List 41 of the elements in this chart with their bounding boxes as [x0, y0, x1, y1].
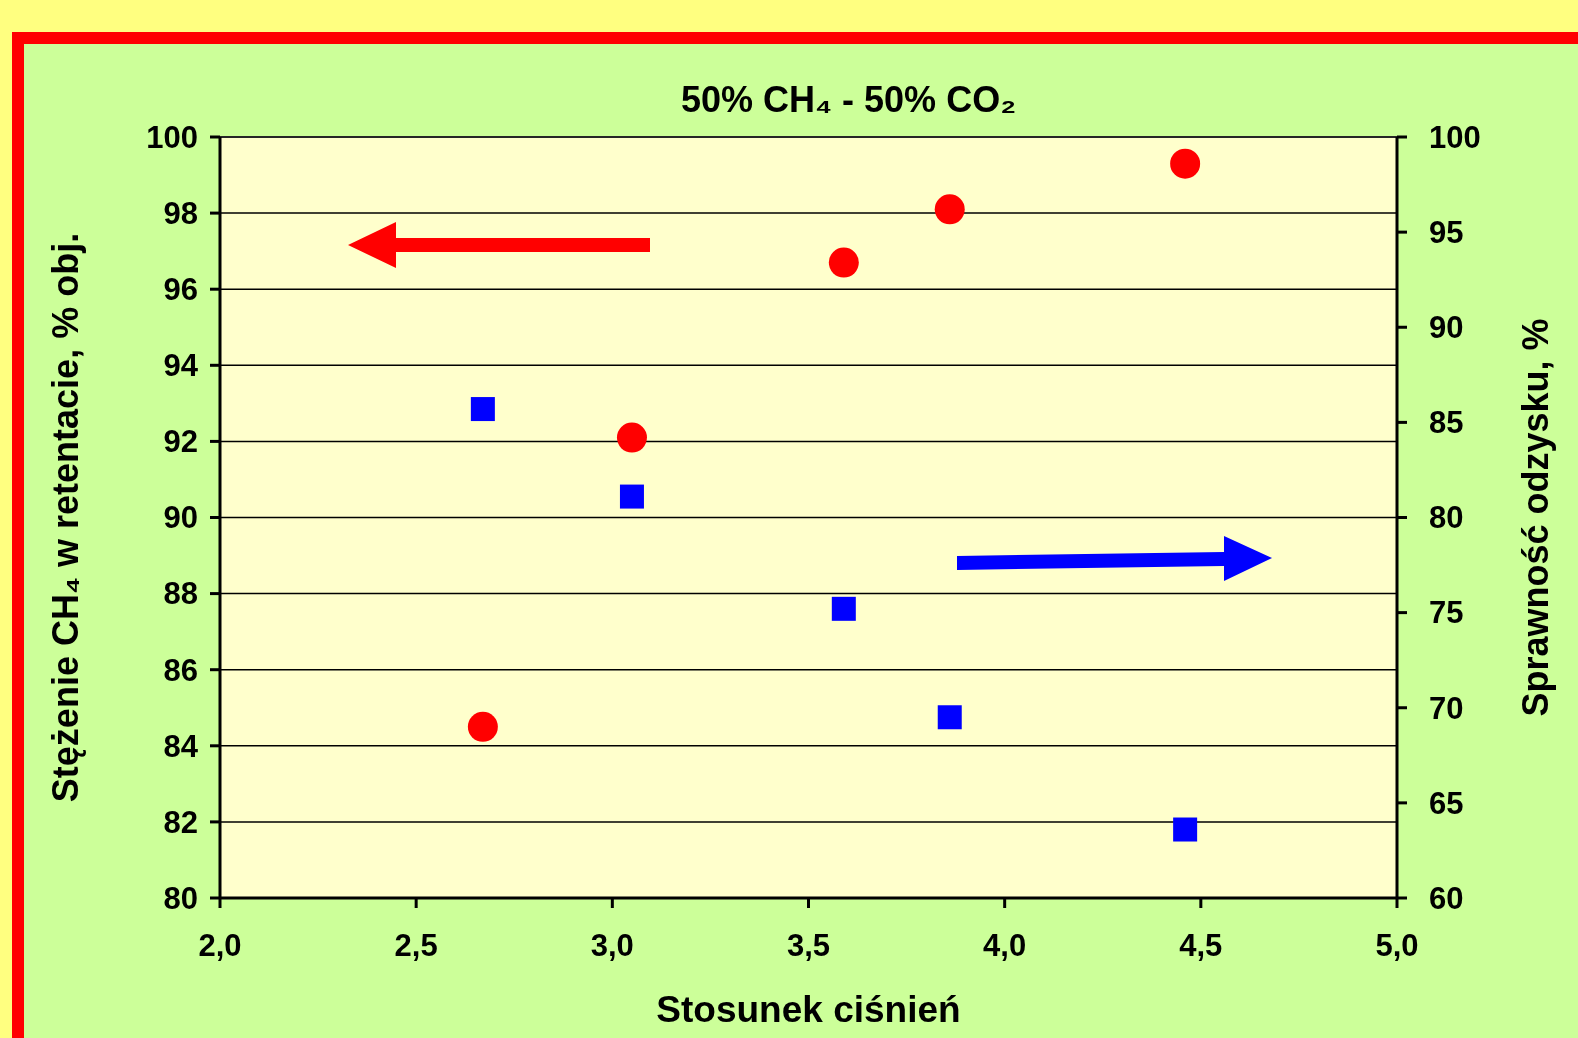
- y2-tick-label: 70: [1429, 690, 1464, 726]
- y-tick-label: 96: [163, 272, 198, 308]
- y-tick-label: 94: [163, 348, 199, 384]
- point: [828, 247, 859, 278]
- point: [619, 484, 644, 509]
- y-tick-label: 88: [163, 576, 198, 612]
- y-tick-label: 100: [146, 119, 198, 155]
- x-axis-title: Stosunek ciśnień: [656, 989, 961, 1030]
- y-tick-label: 90: [163, 500, 198, 536]
- y-axis-title: Stężenie CH₄ w retentacie, % obj.: [45, 232, 86, 803]
- y-tick-label: 82: [163, 804, 198, 840]
- x-tick-label: 4,0: [983, 928, 1027, 963]
- point: [467, 711, 498, 742]
- y-tick-label: 80: [163, 880, 198, 916]
- y-tick-label: 84: [163, 728, 199, 764]
- y2-tick-label: 60: [1429, 880, 1464, 916]
- chart-title: 50% CH₄ - 50% CO₂: [680, 79, 1017, 120]
- point: [1173, 817, 1198, 842]
- y2-tick-label: 75: [1429, 595, 1464, 631]
- y2-tick-label: 65: [1429, 785, 1464, 821]
- x-tick-label: 3,5: [786, 928, 831, 963]
- point: [1170, 148, 1201, 179]
- y2-tick-label: 95: [1429, 214, 1464, 250]
- point: [831, 596, 856, 621]
- y2-tick-label: 100: [1429, 119, 1481, 155]
- point: [470, 397, 495, 422]
- y2-axis-title: Sprawność odzysku, %: [1515, 318, 1556, 717]
- x-tick-label: 5,0: [1375, 928, 1419, 963]
- x-tick-label: 2,0: [198, 928, 242, 963]
- y2-tick-label: 90: [1429, 310, 1464, 346]
- x-tick-label: 4,5: [1179, 928, 1223, 963]
- x-tick-label: 3,0: [590, 928, 634, 963]
- y2-tick-label: 80: [1429, 500, 1464, 536]
- y2-tick-label: 85: [1429, 405, 1464, 441]
- point: [616, 422, 647, 453]
- point: [934, 194, 965, 225]
- x-tick-label: 2,5: [394, 928, 438, 963]
- y-tick-label: 86: [163, 652, 198, 688]
- point: [937, 705, 962, 730]
- y-tick-label: 92: [163, 424, 198, 460]
- y-tick-label: 98: [163, 195, 198, 231]
